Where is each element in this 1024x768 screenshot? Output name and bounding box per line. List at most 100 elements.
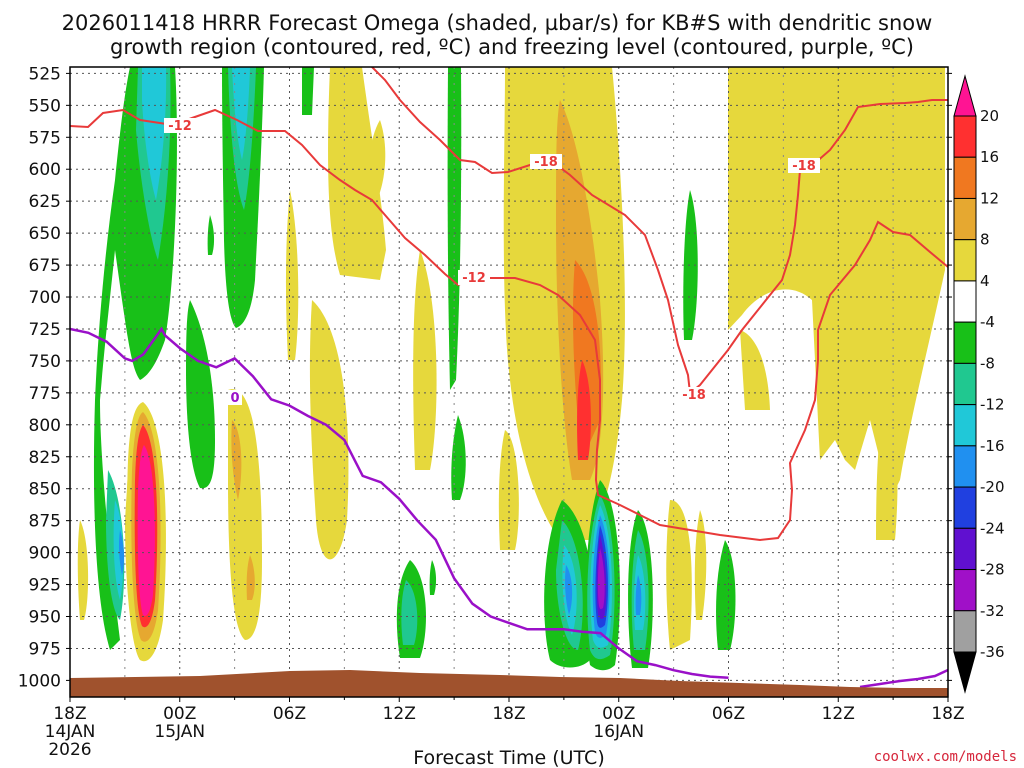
omega-region-upward-2	[728, 67, 945, 520]
contour-labels: -12 -12 -18 -18 -18 0	[164, 118, 820, 406]
x-tick-label-8: 18Z	[931, 704, 964, 724]
colorbar-bin-12	[953, 569, 977, 612]
gridlines	[70, 67, 948, 697]
x-tick-label-5: 00Z	[602, 704, 635, 724]
colorbar-bin-7	[953, 362, 977, 406]
colorbar-bin-5	[953, 280, 977, 323]
colorbar-bin-3	[953, 197, 977, 241]
colorbar-label-4: 4	[980, 272, 990, 290]
omega-region-descent-3	[186, 300, 215, 489]
y-tick-label-775: 775	[29, 384, 61, 404]
dgz-label-bg-2	[458, 270, 490, 285]
x-tick-date-1: 15JAN	[154, 722, 205, 742]
omega-region-upward-10	[498, 430, 519, 550]
omega-region-upward-left-pink	[137, 445, 155, 616]
colorbar-label-12: -32	[980, 602, 1005, 620]
colorbar-label-11: -28	[980, 561, 1005, 579]
colorbar-label-5: -4	[980, 313, 995, 331]
y-tick-label-900: 900	[29, 544, 61, 564]
omega-region-descent-12-16-c	[113, 500, 124, 600]
omega-region-descent-8	[683, 190, 698, 340]
x-tick-date-0: 14JAN	[45, 722, 96, 742]
x-tick-label-4: 18Z	[492, 704, 525, 724]
x-axis-title: Forecast Time (UTC)	[413, 747, 604, 768]
colorbar: 20 16 12 8 4 -4 -8 -12 -16 -20 -24 -28 -32 -36	[953, 74, 1005, 694]
colorbar-bin-13	[953, 610, 977, 653]
omega-region-descent-14	[429, 560, 437, 595]
freezing-level-label: 0	[230, 391, 239, 406]
y-tick-label-725: 725	[29, 320, 61, 340]
colorbar-bin-6	[953, 321, 977, 364]
omega-region-upward-5	[368, 120, 386, 210]
omega-region-upward-14	[77, 520, 89, 620]
omega-region-upward-11	[666, 500, 692, 650]
colorbar-bin-4	[953, 239, 977, 282]
x-tick-label-1: 00Z	[163, 704, 196, 724]
dgz-label-2: -12	[462, 271, 486, 286]
colorbar-label-13: -36	[980, 643, 1005, 661]
freezing-label-bg	[228, 390, 242, 405]
colorbar-bin-1	[953, 115, 977, 158]
x-tick-year-0: 2026	[48, 740, 91, 760]
dgz-label-bg-3	[530, 154, 562, 169]
y-tick-label-875: 875	[29, 512, 61, 532]
dgz-label-1: -12	[168, 119, 192, 134]
chart-title-line-2: growth region (contoured, red, ºC) and f…	[110, 35, 914, 59]
dgz-label-bg-1	[164, 118, 196, 133]
omega-region-descent-16-20-d	[565, 565, 573, 615]
colorbar-label-3: 8	[980, 231, 990, 249]
omega-region-upward-8-12-c	[246, 555, 255, 600]
dgz-label-bg-5	[788, 158, 820, 173]
y-tick-label-575: 575	[29, 128, 61, 148]
y-tick-label-950: 950	[29, 607, 61, 627]
dgz-label-4: -18	[682, 388, 706, 403]
freezing-level-contour-lower	[859, 668, 948, 689]
omega-region-descent-8-12-g	[401, 580, 418, 645]
omega-region-descent-12-16-a	[142, 67, 167, 200]
omega-region-upward-7	[285, 190, 299, 360]
omega-region-upward-8	[309, 300, 349, 560]
omega-region-upward-13	[876, 400, 898, 540]
omega-region-upward-4	[328, 67, 386, 280]
y-tick-label-925: 925	[29, 576, 61, 596]
chart-title-line-1: 2026011418 HRRR Forecast Omega (shaded, …	[62, 11, 933, 35]
colorbar-label-6: -8	[980, 354, 995, 372]
y-tick-label-650: 650	[29, 224, 61, 244]
y-axis: 525 550 575 600 625 650 675 700 725 750 775 800 825 8…	[18, 64, 952, 691]
colorbar-bin-2	[953, 156, 977, 199]
omega-region-upward-9	[413, 250, 437, 470]
colorbar-bin-10	[953, 486, 977, 529]
y-tick-label-600: 600	[29, 160, 61, 180]
y-tick-label-825: 825	[29, 448, 61, 468]
x-tick-date-5: 16JAN	[593, 722, 644, 742]
y-tick-label-675: 675	[29, 256, 61, 276]
omega-region-descent-6	[451, 415, 466, 500]
omega-region-descent-16-20-c	[118, 530, 125, 575]
omega-region-upward-12	[694, 510, 707, 620]
colorbar-bin-11	[953, 527, 977, 571]
y-tick-label-750: 750	[29, 352, 61, 372]
omega-region-descent-7	[207, 215, 215, 255]
colorbar-bin-8	[953, 404, 977, 447]
colorbar-label-9: -20	[980, 478, 1005, 496]
y-tick-label-550: 550	[29, 96, 61, 116]
colorbar-label-2: 12	[980, 189, 999, 207]
colorbar-label-7: -12	[980, 396, 1005, 414]
omega-region-descent-4	[302, 67, 314, 115]
omega-region-descent-28-32-e	[597, 548, 605, 610]
x-tick-label-6: 06Z	[712, 704, 745, 724]
dgz-contour-minus12	[70, 108, 948, 542]
colorbar-label-1: 16	[980, 148, 999, 166]
omega-region-upward-16-20	[577, 360, 591, 460]
terrain-fill	[70, 670, 948, 697]
y-tick-label-700: 700	[29, 288, 61, 308]
colorbar-label-0: 20	[980, 107, 999, 125]
x-tick-label-3: 12Z	[383, 704, 416, 724]
y-tick-label-625: 625	[29, 192, 61, 212]
omega-shading	[77, 67, 945, 671]
y-tick-label-525: 525	[29, 64, 61, 84]
omega-region-descent-12-16-b	[232, 67, 250, 160]
colorbar-bottom-triangle	[953, 651, 977, 694]
